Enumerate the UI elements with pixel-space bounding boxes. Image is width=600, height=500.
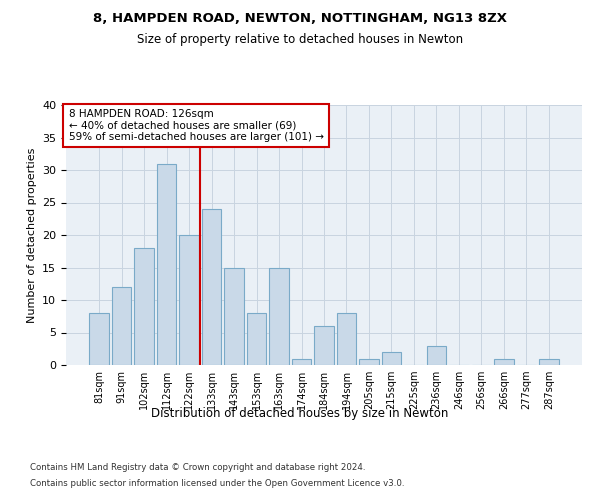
Bar [337, 313, 356, 365]
Bar [359, 358, 379, 365]
Text: Size of property relative to detached houses in Newton: Size of property relative to detached ho… [137, 32, 463, 46]
Text: 8 HAMPDEN ROAD: 126sqm
← 40% of detached houses are smaller (69)
59% of semi-det: 8 HAMPDEN ROAD: 126sqm ← 40% of detached… [68, 109, 323, 142]
Bar [382, 352, 401, 365]
Text: Contains public sector information licensed under the Open Government Licence v3: Contains public sector information licen… [30, 479, 404, 488]
Text: Distribution of detached houses by size in Newton: Distribution of detached houses by size … [151, 408, 449, 420]
Bar [269, 268, 289, 365]
Bar [247, 313, 266, 365]
Bar [539, 358, 559, 365]
Bar [494, 358, 514, 365]
Text: Contains HM Land Registry data © Crown copyright and database right 2024.: Contains HM Land Registry data © Crown c… [30, 462, 365, 471]
Bar [427, 346, 446, 365]
Text: 8, HAMPDEN ROAD, NEWTON, NOTTINGHAM, NG13 8ZX: 8, HAMPDEN ROAD, NEWTON, NOTTINGHAM, NG1… [93, 12, 507, 26]
Bar [202, 209, 221, 365]
Bar [134, 248, 154, 365]
Bar [89, 313, 109, 365]
Bar [179, 235, 199, 365]
Bar [224, 268, 244, 365]
Bar [157, 164, 176, 365]
Y-axis label: Number of detached properties: Number of detached properties [26, 148, 37, 322]
Bar [314, 326, 334, 365]
Bar [292, 358, 311, 365]
Bar [112, 287, 131, 365]
